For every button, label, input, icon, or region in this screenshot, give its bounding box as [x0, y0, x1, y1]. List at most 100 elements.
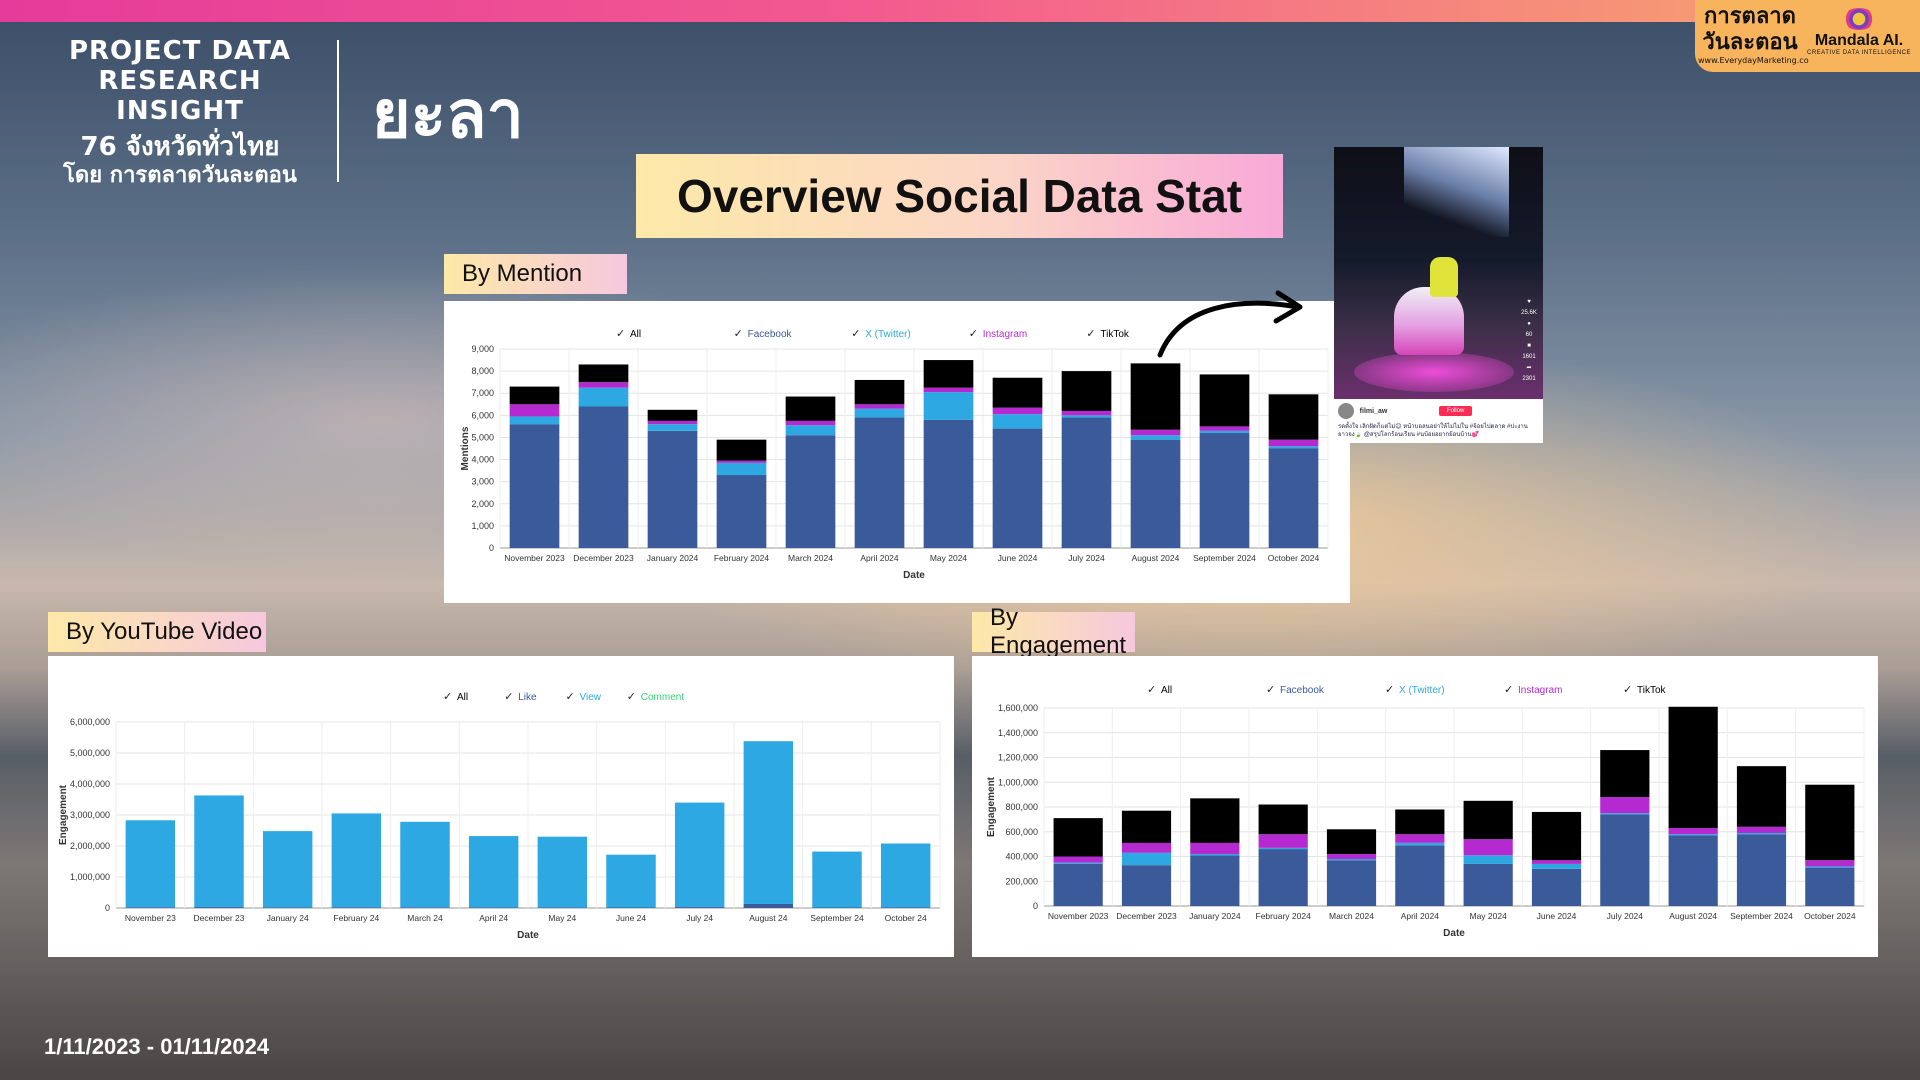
bar-x-twitter--5[interactable] [1395, 842, 1445, 846]
bar-x-twitter--11[interactable] [1805, 866, 1855, 868]
legend-item-view[interactable]: ✓ View [566, 690, 602, 703]
bar-tiktok-2[interactable] [1190, 798, 1240, 843]
bar-tiktok-6[interactable] [923, 360, 974, 388]
bar-x-twitter--10[interactable] [1736, 832, 1787, 835]
bar-x-twitter--8[interactable] [1061, 415, 1112, 418]
tiktok-video-thumbnail[interactable]: ♥ 25.6K ● 60 ■ 1601 ➦ 2301 [1334, 147, 1543, 399]
bar-tiktok-3[interactable] [716, 439, 767, 461]
bar-x-twitter--4[interactable] [1326, 858, 1377, 861]
bar-facebook-9[interactable] [1668, 835, 1718, 906]
legend-item-like[interactable]: ✓ Like [504, 690, 537, 703]
bar-facebook-7[interactable] [1531, 868, 1582, 906]
bar-like-4[interactable] [400, 907, 450, 908]
bar-tiktok-7[interactable] [992, 377, 1043, 408]
bar-view-5[interactable] [468, 836, 519, 908]
bar-like-1[interactable] [194, 907, 244, 908]
bar-tiktok-6[interactable] [1463, 800, 1513, 840]
bar-instagram-10[interactable] [1199, 426, 1250, 431]
bar-instagram-11[interactable] [1268, 439, 1319, 447]
bar-tiktok-1[interactable] [578, 364, 629, 383]
bar-tiktok-4[interactable] [785, 396, 836, 421]
bar-x-twitter--10[interactable] [1199, 430, 1250, 434]
bar-tiktok-10[interactable] [1199, 374, 1250, 427]
bar-facebook-2[interactable] [1190, 855, 1240, 906]
bar-instagram-4[interactable] [785, 420, 836, 426]
bar-tiktok-4[interactable] [1326, 829, 1377, 855]
bar-tiktok-1[interactable] [1121, 810, 1172, 843]
bar-facebook-1[interactable] [578, 406, 629, 548]
bar-view-9[interactable] [743, 741, 794, 904]
tiktok-post-card[interactable]: ♥ 25.6K ● 60 ■ 1601 ➦ 2301 filmi_aw Foll… [1334, 147, 1543, 443]
legend-item-instagram[interactable]: ✓ Instagram [1504, 683, 1562, 696]
bar-x-twitter--3[interactable] [1258, 847, 1308, 850]
bar-view-1[interactable] [194, 795, 244, 908]
heart-icon[interactable]: ♥ [1527, 299, 1531, 305]
bar-x-twitter--6[interactable] [1463, 855, 1513, 864]
bar-tiktok-7[interactable] [1531, 811, 1582, 861]
bar-view-2[interactable] [262, 831, 313, 908]
bar-facebook-11[interactable] [1268, 448, 1319, 549]
bar-tiktok-2[interactable] [647, 409, 698, 421]
bar-tiktok-9[interactable] [1130, 363, 1181, 430]
bar-tiktok-8[interactable] [1600, 750, 1650, 798]
bar-instagram-9[interactable] [1130, 429, 1181, 436]
bar-like-3[interactable] [331, 907, 382, 908]
legend-item-all[interactable]: ✓ All [443, 690, 468, 703]
bar-x-twitter--1[interactable] [578, 387, 629, 407]
tiktok-username[interactable]: filmi_aw [1359, 407, 1388, 415]
bar-x-twitter--8[interactable] [1600, 813, 1650, 815]
bar-x-twitter--5[interactable] [854, 408, 905, 418]
legend-item-all[interactable]: ✓ All [1147, 683, 1172, 696]
legend-item-all[interactable]: ✓ All [616, 327, 641, 340]
bar-tiktok-5[interactable] [1395, 809, 1445, 835]
bar-instagram-7[interactable] [1531, 860, 1582, 864]
bar-view-10[interactable] [812, 851, 862, 908]
bar-x-twitter--4[interactable] [785, 425, 836, 436]
bar-instagram-3[interactable] [1258, 834, 1308, 848]
bar-x-twitter--9[interactable] [1668, 834, 1718, 836]
bar-view-3[interactable] [331, 813, 382, 908]
bar-like-5[interactable] [468, 907, 519, 908]
bar-instagram-10[interactable] [1736, 826, 1787, 833]
bar-facebook-9[interactable] [1130, 439, 1181, 548]
bar-facebook-8[interactable] [1600, 814, 1650, 906]
bar-tiktok-9[interactable] [1668, 706, 1718, 829]
bar-facebook-3[interactable] [1258, 849, 1308, 906]
bar-facebook-5[interactable] [854, 417, 905, 548]
bar-instagram-6[interactable] [923, 387, 974, 393]
bar-facebook-6[interactable] [923, 419, 974, 548]
legend-item-facebook[interactable]: ✓ Facebook [1266, 683, 1325, 696]
bar-like-6[interactable] [537, 907, 588, 908]
bar-instagram-8[interactable] [1061, 410, 1112, 416]
bar-view-6[interactable] [537, 836, 588, 908]
share-icon[interactable]: ➦ [1526, 365, 1532, 371]
legend-item-instagram[interactable]: ✓ Instagram [969, 327, 1027, 340]
bar-facebook-10[interactable] [1736, 834, 1787, 906]
bar-tiktok-11[interactable] [1268, 394, 1319, 440]
bar-facebook-0[interactable] [1053, 863, 1103, 906]
bar-x-twitter--1[interactable] [1121, 852, 1172, 866]
bar-facebook-7[interactable] [992, 428, 1043, 548]
bar-tiktok-10[interactable] [1736, 766, 1787, 827]
legend-item-tiktok[interactable]: ✓ TikTok [1623, 683, 1667, 696]
bar-facebook-0[interactable] [509, 424, 560, 548]
bar-x-twitter--6[interactable] [923, 392, 974, 420]
bar-x-twitter--7[interactable] [992, 414, 1043, 429]
follow-button[interactable]: Follow [1438, 406, 1473, 416]
legend-item-x-twitter-[interactable]: ✓ X (Twitter) [1385, 683, 1445, 696]
bar-facebook-5[interactable] [1395, 845, 1445, 906]
bar-x-twitter--7[interactable] [1531, 863, 1582, 869]
bar-tiktok-8[interactable] [1061, 371, 1112, 411]
bar-instagram-0[interactable] [1053, 856, 1103, 863]
bar-x-twitter--9[interactable] [1130, 435, 1181, 440]
bar-instagram-1[interactable] [578, 382, 629, 388]
bar-instagram-2[interactable] [1190, 842, 1240, 855]
bar-instagram-5[interactable] [1395, 834, 1445, 843]
bar-facebook-4[interactable] [1326, 860, 1377, 906]
bar-facebook-8[interactable] [1061, 417, 1112, 548]
bar-instagram-1[interactable] [1121, 842, 1172, 853]
legend-item-facebook[interactable]: ✓ Facebook [734, 327, 793, 340]
bar-view-8[interactable] [674, 802, 725, 908]
bar-tiktok-0[interactable] [1053, 818, 1103, 857]
bar-tiktok-5[interactable] [854, 379, 905, 405]
